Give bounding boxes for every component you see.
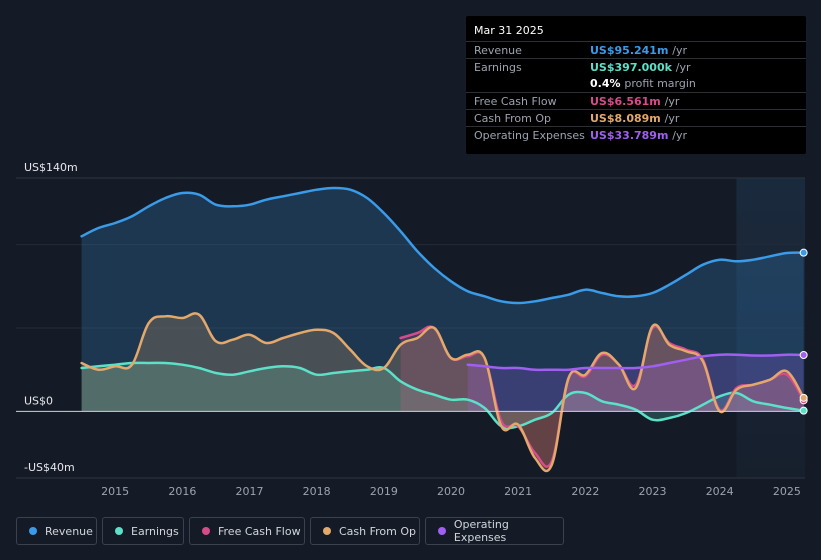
revenue-endpoint	[799, 248, 808, 257]
x-tick-label: 2025	[773, 485, 801, 498]
profit-margin: 0.4% profit margin	[590, 77, 696, 90]
legend-dot-icon	[115, 527, 123, 535]
tooltip-row-operating-expenses: Operating Expenses US$33.789m /yr	[466, 126, 806, 144]
tooltip-label: Operating Expenses	[474, 129, 585, 142]
y-tick-label: US$0	[24, 394, 53, 407]
x-tick-label: 2020	[437, 485, 465, 498]
unit: /yr	[675, 61, 691, 74]
legend-label: Free Cash Flow	[218, 524, 301, 538]
legend-item-revenue[interactable]: Revenue	[16, 517, 97, 545]
margin-value: 0.4%	[590, 77, 621, 90]
x-tick-label: 2023	[639, 485, 667, 498]
x-tick-label: 2024	[706, 485, 734, 498]
y-tick-label: -US$40m	[24, 461, 75, 474]
tooltip-row-revenue: Revenue US$95.241m /yr	[466, 41, 806, 59]
x-tick-label: 2018	[303, 485, 331, 498]
x-tick-label: 2022	[571, 485, 599, 498]
unit: /yr	[664, 112, 680, 125]
cash-from-op-line	[80, 312, 805, 473]
revenue-area	[81, 187, 804, 412]
tooltip-row-margin: 0.4% profit margin	[466, 75, 806, 92]
legend-item-operating-expenses[interactable]: Operating Expenses	[425, 517, 564, 545]
unit: /yr	[672, 44, 688, 57]
operating-expenses-endpoint	[799, 351, 808, 359]
tooltip-label: Free Cash Flow	[474, 95, 557, 108]
legend-label: Cash From Op	[339, 524, 417, 538]
earnings-area	[81, 362, 804, 429]
unit: /yr	[664, 95, 680, 108]
x-tick-label: 2017	[236, 485, 264, 498]
legend-item-cash-from-op[interactable]: Cash From Op	[310, 517, 420, 545]
opex-value: US$33.789m	[590, 129, 669, 142]
revenue-value: US$95.241m	[590, 44, 669, 57]
legend-dot-icon	[323, 527, 331, 535]
free-cash-flow-line	[399, 325, 805, 468]
earnings-line	[80, 361, 805, 430]
tooltip-label: Earnings	[474, 61, 522, 74]
earnings-endpoint	[799, 406, 808, 415]
operating-expenses-line	[466, 353, 805, 372]
legend-dot-icon	[202, 527, 210, 535]
y-tick-label: US$140m	[24, 161, 78, 174]
tooltip-label: Cash From Op	[474, 112, 552, 125]
x-tick-label: 2019	[370, 485, 398, 498]
legend-item-earnings[interactable]: Earnings	[102, 517, 184, 545]
tooltip-panel: Mar 31 2025 Revenue US$95.241m /yr Earni…	[466, 16, 806, 154]
earnings-value: US$397.000k	[590, 61, 672, 74]
legend-label: Earnings	[131, 524, 179, 538]
tooltip-row-free-cash-flow: Free Cash Flow US$6.561m /yr	[466, 92, 806, 110]
cfo-value: US$8.089m	[590, 112, 661, 125]
tooltip-row-cash-from-op: Cash From Op US$8.089m /yr	[466, 109, 806, 127]
tooltip-value: US$33.789m /yr	[590, 129, 687, 142]
legend-dot-icon	[29, 527, 37, 535]
legend-label: Revenue	[45, 524, 93, 538]
x-tick-label: 2016	[168, 485, 196, 498]
fcf-value: US$6.561m	[590, 95, 661, 108]
cash-from-op-area	[81, 313, 804, 471]
tooltip-value: US$397.000k /yr	[590, 61, 691, 74]
margin-unit: profit margin	[624, 77, 696, 90]
legend-item-free-cash-flow[interactable]: Free Cash Flow	[189, 517, 305, 545]
tooltip-value: US$95.241m /yr	[590, 44, 687, 57]
cash-from-op-endpoint	[799, 393, 808, 402]
tooltip-date: Mar 31 2025	[474, 24, 544, 37]
x-tick-label: 2021	[504, 485, 532, 498]
legend-label: Operating Expenses	[453, 518, 509, 544]
x-tick-label: 2015	[101, 485, 129, 498]
tooltip-label: Revenue	[474, 44, 522, 57]
legend-dot-icon	[438, 527, 446, 535]
unit: /yr	[672, 129, 688, 142]
tooltip-value: US$8.089m /yr	[590, 112, 679, 125]
tooltip-value: US$6.561m /yr	[590, 95, 679, 108]
revenue-line	[80, 186, 805, 305]
tooltip-row-earnings: Earnings US$397.000k /yr	[466, 58, 806, 76]
